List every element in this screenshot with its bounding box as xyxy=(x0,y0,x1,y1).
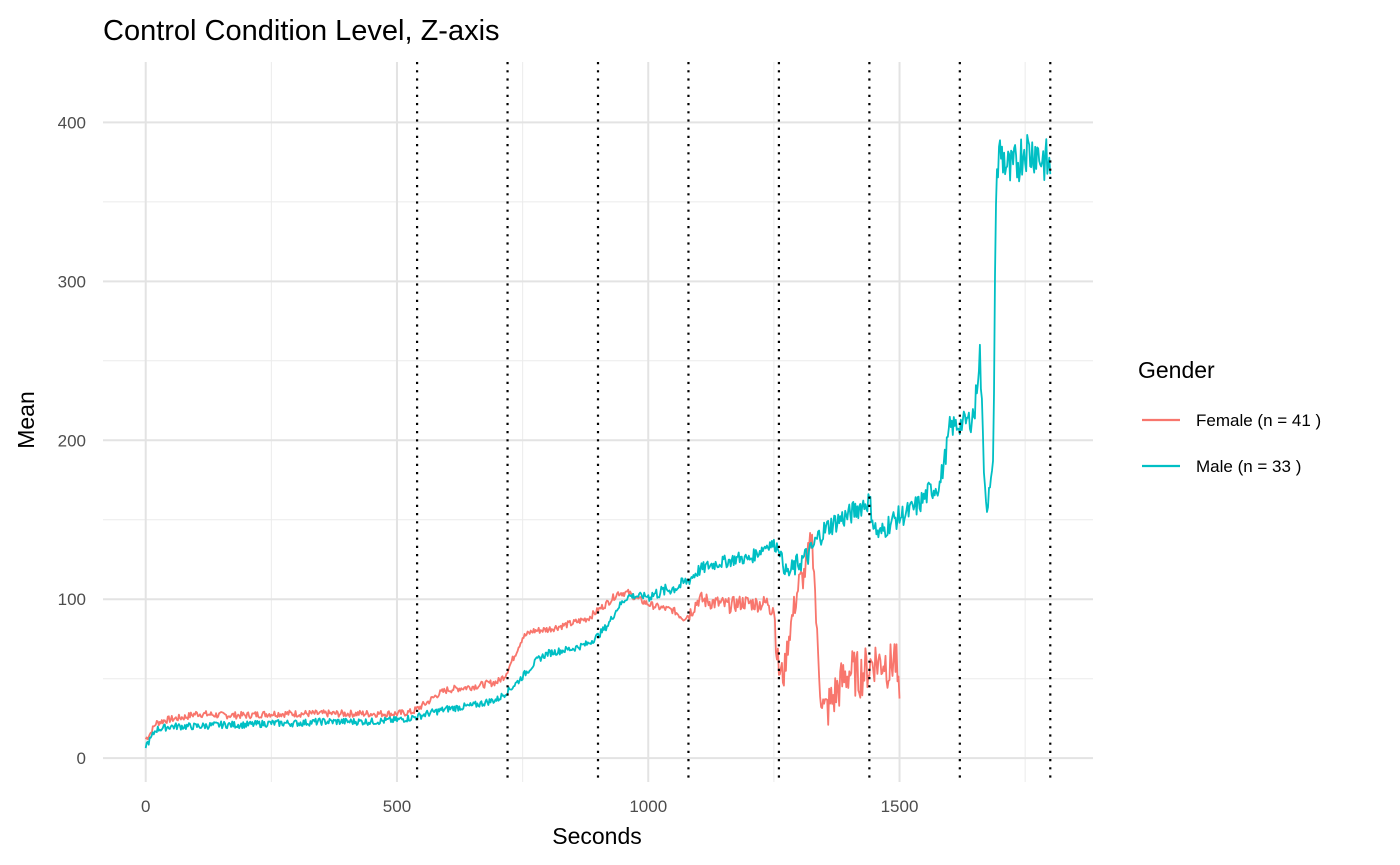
y-tick-label: 300 xyxy=(58,272,86,291)
legend-items: Female (n = 41 ) Male (n = 33 ) xyxy=(1142,411,1321,476)
y-tick-label: 100 xyxy=(58,590,86,609)
x-tick-label: 1000 xyxy=(629,797,667,816)
legend-label-male: Male (n = 33 ) xyxy=(1196,457,1301,476)
y-tick-label: 400 xyxy=(58,113,86,132)
legend: Gender Female (n = 41 ) Male (n = 33 ) xyxy=(1138,357,1321,476)
legend-title: Gender xyxy=(1138,357,1215,383)
x-tick-label: 500 xyxy=(383,797,411,816)
y-tick-label: 0 xyxy=(77,749,86,768)
series-line-female xyxy=(144,532,901,741)
x-tick-label: 0 xyxy=(141,797,150,816)
y-tick-label: 200 xyxy=(58,431,86,450)
legend-label-female: Female (n = 41 ) xyxy=(1196,411,1321,430)
series-line-male xyxy=(144,134,1052,749)
y-axis-tick-labels: 0 100 200 300 400 xyxy=(58,113,86,768)
x-axis-tick-labels: 0 500 1000 1500 xyxy=(141,797,918,816)
series-lines xyxy=(144,134,1052,749)
chart-title: Control Condition Level, Z-axis xyxy=(103,15,500,47)
x-tick-label: 1500 xyxy=(881,797,919,816)
major-gridlines xyxy=(103,62,1093,782)
x-axis-title: Seconds xyxy=(552,823,642,849)
y-axis-title: Mean xyxy=(13,391,39,449)
vertical-reference-lines xyxy=(415,62,1052,782)
